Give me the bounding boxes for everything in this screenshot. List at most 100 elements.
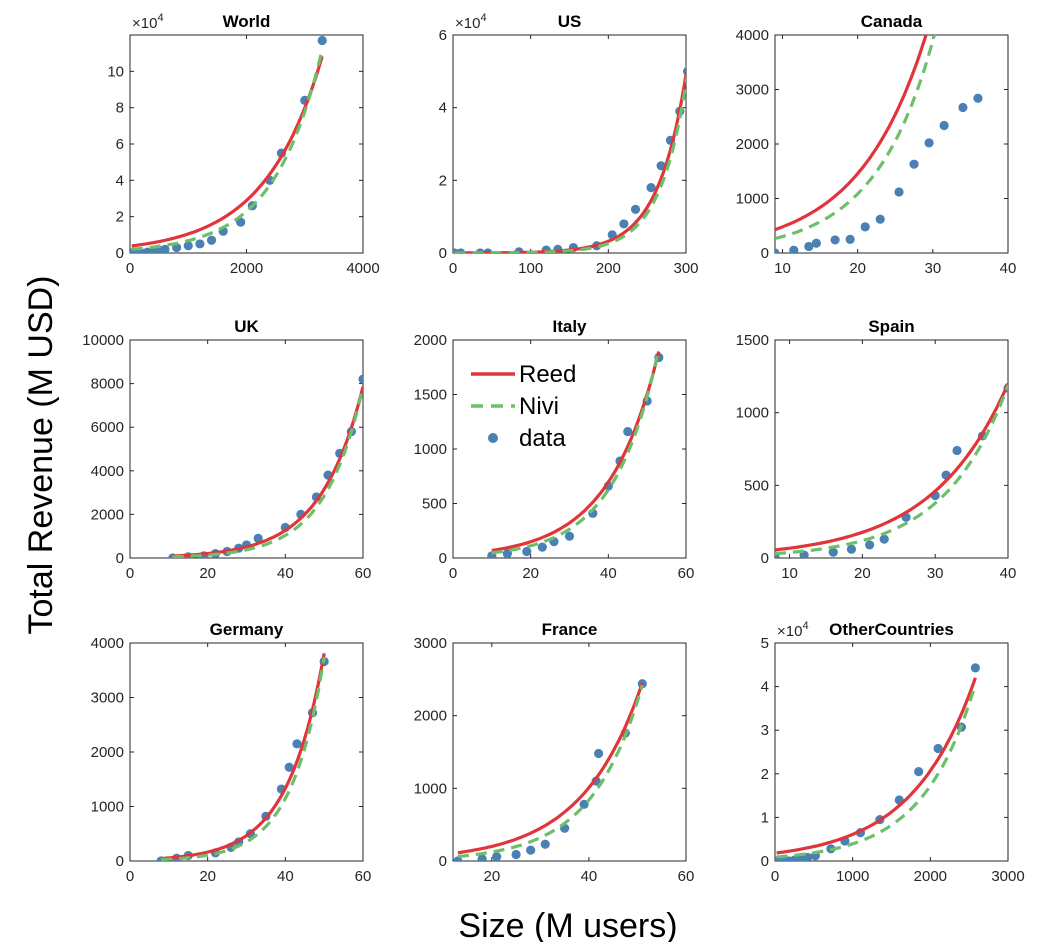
x-tick-label: 40 bbox=[277, 868, 294, 885]
x-tick-label: 20 bbox=[849, 260, 866, 277]
plot-area bbox=[453, 679, 647, 861]
plot-area bbox=[487, 348, 664, 558]
data-point bbox=[594, 748, 604, 759]
data-point bbox=[253, 533, 263, 543]
x-tick-label: 300 bbox=[673, 260, 698, 277]
subplot-title: Canada bbox=[861, 12, 923, 31]
nivi-fit-line bbox=[454, 73, 686, 253]
x-tick-label: 100 bbox=[518, 260, 543, 277]
y-tick-label: 0 bbox=[439, 550, 447, 567]
data-point bbox=[623, 426, 633, 437]
axis-multiplier: ×104 bbox=[132, 12, 164, 32]
data-point bbox=[540, 839, 550, 849]
subplot-title: Italy bbox=[552, 317, 587, 336]
y-tick-label: 4 bbox=[116, 172, 124, 189]
x-tick-label: 0 bbox=[449, 565, 457, 582]
x-tick-label: 2000 bbox=[230, 260, 263, 277]
x-tick-label: 20 bbox=[199, 565, 216, 582]
x-tick-label: 30 bbox=[927, 565, 944, 582]
y-tick-label: 4000 bbox=[91, 463, 124, 480]
data-point bbox=[284, 762, 294, 772]
y-tick-label: 0 bbox=[761, 853, 769, 870]
figure-ylabel: Total Revenue (M USD) bbox=[22, 275, 60, 634]
subplot-title: Germany bbox=[210, 620, 284, 639]
x-tick-label: 20 bbox=[854, 565, 871, 582]
data-point bbox=[682, 67, 686, 76]
data-point bbox=[292, 739, 302, 749]
x-tick-label: 10 bbox=[774, 260, 791, 277]
data-point bbox=[537, 542, 547, 552]
y-tick-label: 1000 bbox=[736, 191, 769, 208]
axes-box bbox=[129, 34, 364, 254]
subplot-uk: 0 20 40 60 0 2000 4000 6000 8000 10000 UK bbox=[82, 317, 371, 582]
data-point bbox=[846, 544, 857, 554]
y-tick-label: 3 bbox=[761, 722, 769, 739]
data-point bbox=[619, 219, 629, 229]
y-tick-label: 4000 bbox=[736, 27, 769, 44]
data-point bbox=[183, 241, 193, 251]
nivi-fit-line bbox=[491, 348, 661, 555]
nivi-fit-line bbox=[172, 386, 363, 558]
x-tick-label: 0 bbox=[771, 868, 779, 885]
x-tick-label: 40 bbox=[600, 565, 617, 582]
figure-xlabel: Size (M users) bbox=[458, 907, 677, 942]
y-tick-label: 2 bbox=[439, 172, 447, 189]
x-tick-label: 4000 bbox=[346, 260, 379, 277]
data-point bbox=[492, 852, 502, 861]
data-point bbox=[206, 235, 217, 245]
data-point bbox=[924, 138, 934, 148]
x-tick-label: 30 bbox=[924, 260, 941, 277]
axes-box bbox=[452, 34, 687, 254]
y-tick-label: 0 bbox=[761, 245, 769, 262]
y-tick-label: 0 bbox=[439, 853, 447, 870]
subplot-spain: 10 20 30 40 0 500 1000 1500 Spain bbox=[736, 317, 1017, 582]
subplot-germany: 0 20 40 60 0 1000 2000 3000 4000 Germany bbox=[91, 620, 372, 885]
nivi-fit-line bbox=[457, 684, 644, 858]
x-tick-label: 40 bbox=[277, 565, 294, 582]
y-tick-label: 2000 bbox=[414, 332, 447, 349]
data-point bbox=[970, 663, 980, 673]
data-point bbox=[914, 767, 924, 777]
axis-multiplier: ×104 bbox=[777, 620, 809, 640]
x-tick-label: 20 bbox=[199, 868, 216, 885]
y-tick-label: 5 bbox=[761, 635, 769, 652]
y-tick-label: 1 bbox=[761, 809, 769, 826]
plot-area bbox=[775, 35, 983, 253]
subplot-canada: 10 20 30 40 0 1000 2000 3000 4000 Canada bbox=[736, 12, 1017, 277]
legend: Reed Nivi data bbox=[471, 361, 576, 452]
data-point bbox=[845, 234, 855, 244]
subplot-us: 0 100 200 300 0 2 4 6 ×104 US bbox=[439, 12, 699, 277]
y-tick-label: 1000 bbox=[91, 799, 124, 816]
subplot-italy: 0 20 40 60 0 500 1000 1500 2000 Italy bbox=[414, 317, 695, 582]
y-tick-label: 1500 bbox=[736, 332, 769, 349]
y-tick-label: 500 bbox=[744, 477, 769, 494]
y-tick-label: 2000 bbox=[736, 136, 769, 153]
data-point bbox=[894, 187, 904, 197]
x-tick-label: 200 bbox=[596, 260, 621, 277]
data-point bbox=[579, 799, 589, 809]
axes-box bbox=[129, 339, 364, 559]
data-point bbox=[933, 743, 943, 754]
reed-fit-line bbox=[457, 682, 644, 855]
y-tick-label: 1500 bbox=[414, 387, 447, 404]
data-point bbox=[502, 549, 512, 558]
subplot-title: Spain bbox=[868, 317, 914, 336]
y-tick-label: 0 bbox=[761, 550, 769, 567]
plot-area bbox=[130, 35, 327, 253]
subplot-title: OtherCountries bbox=[829, 620, 954, 639]
data-point bbox=[865, 540, 875, 550]
data-point bbox=[804, 241, 814, 252]
y-tick-label: 4 bbox=[439, 100, 447, 117]
data-point bbox=[860, 222, 870, 232]
subplot-world: 0 2000 4000 0 2 4 6 8 10 ×104 World bbox=[107, 12, 379, 277]
plot-area bbox=[775, 663, 980, 861]
plot-area bbox=[168, 374, 363, 558]
y-tick-label: 3000 bbox=[414, 635, 447, 652]
x-tick-label: 60 bbox=[678, 868, 695, 885]
x-tick-label: 10 bbox=[781, 565, 798, 582]
reed-fit-line bbox=[775, 35, 928, 232]
y-tick-label: 2000 bbox=[91, 506, 124, 523]
subplot-title: UK bbox=[234, 317, 259, 336]
plot-area bbox=[453, 64, 686, 253]
